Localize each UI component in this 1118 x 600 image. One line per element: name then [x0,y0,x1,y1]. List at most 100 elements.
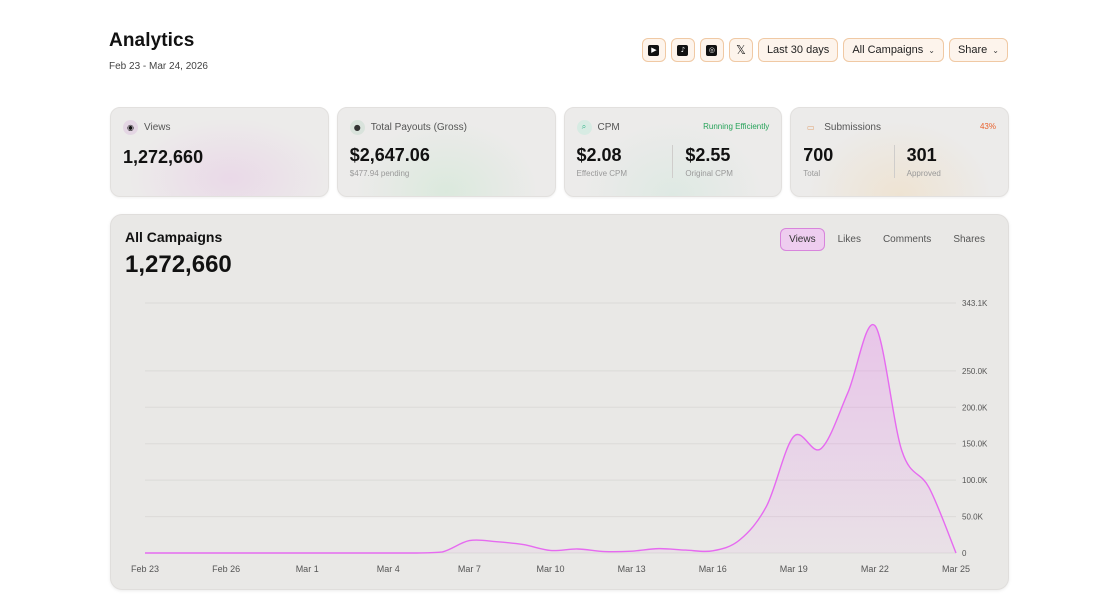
y-tick-label: 250.0K [962,367,988,376]
share-label: Share [957,44,988,56]
submissions-approved: 301 Approved [893,145,996,178]
share-button[interactable]: Share ⌄ [948,38,1008,62]
cpm-label: CPM [597,121,620,133]
instagram-filter-button[interactable]: ◎ [699,38,724,62]
video-icon: ▭ [806,122,815,132]
data-point [439,549,445,555]
data-point [223,550,229,556]
campaign-chart-panel: 0 50.0K 100.0K 150.0K 200.0K 250.0K 343.1K Feb … [110,214,1009,590]
views-card: ◉ Views 1,272,660 [110,107,329,197]
tiktok-filter-button[interactable]: ♪ [670,38,695,62]
youtube-icon: ▶ [648,44,660,56]
data-point [277,550,283,556]
toolbar: ▶ ♪ ◎ 𝕏 Last 30 days All Campaigns ⌄ Sha… [641,38,1008,62]
tab-shares[interactable]: Shares [953,234,985,245]
data-point [764,503,770,509]
x-tick-label: Feb 23 [131,564,159,574]
data-point [575,546,581,552]
data-point [710,548,716,554]
metric-tabs: Views Likes Comments Shares [780,228,994,251]
x-tick-label: Mar 1 [296,564,319,574]
data-point [304,550,310,556]
money-bag-icon: ● [349,119,365,135]
data-point [899,448,905,454]
tab-likes[interactable]: Likes [837,234,861,245]
submissions-total-value: 700 [803,145,834,165]
submissions-approved-value: 301 [906,145,937,165]
data-point [629,548,635,554]
original-cpm: $2.55 Original CPM [672,145,769,178]
page-header: Analytics Feb 23 - Mar 24, 2026 [109,30,208,72]
data-point [196,550,202,556]
x-tick-label: Mar 10 [536,564,564,574]
data-point [845,390,851,396]
payouts-pending: $477.94 pending [349,169,410,178]
x-tick-label: Mar 22 [861,564,889,574]
data-point [142,550,148,556]
y-tick-label: 200.0K [962,403,988,412]
y-tick-label: 0 [962,549,967,558]
eye-icon: ◉ [123,119,138,135]
data-point [602,549,608,555]
data-point [412,550,418,556]
chevron-down-icon: ⌄ [992,45,999,55]
data-point [953,550,959,556]
effective-cpm-value: $2.08 [576,145,622,165]
data-point [331,550,337,556]
tab-comments[interactable]: Comments [882,234,932,245]
data-point [358,550,364,556]
status-badge: Running Efficiently [703,122,770,131]
stat-cards: ◉ Views 1,272,660 ● Total Payouts (Gross… [110,107,1009,197]
payouts-value: $2,647.06 [349,145,430,165]
instagram-icon: ◎ [706,44,718,56]
x-tick-label: Mar 19 [780,564,808,574]
data-point [683,547,689,553]
payouts-label: Total Payouts (Gross) [370,121,467,133]
data-point [548,547,554,553]
y-tick-label: 343.1K [962,299,988,308]
x-tick-label: Feb 26 [212,564,240,574]
submissions-approved-label: Approved [906,169,941,178]
submissions-card: ▭ Submissions 43% 700 Total 301 Approved [790,107,1009,197]
y-tick-label: 150.0K [962,440,988,449]
data-point [466,538,472,544]
page-title: Analytics [109,30,195,51]
views-line [144,323,957,554]
views-label: Views [144,121,171,133]
approval-rate-badge: 43% [979,122,996,131]
panel-title: All Campaigns [125,229,223,245]
data-point [656,546,662,552]
youtube-filter-button[interactable]: ▶ [641,38,666,62]
campaign-select[interactable]: All Campaigns ⌄ [843,38,944,62]
date-range: Feb 23 - Mar 24, 2026 [109,61,208,72]
data-point [818,446,824,452]
submissions-label: Submissions [824,121,881,133]
data-point [520,542,526,548]
period-button[interactable]: Last 30 days [757,38,839,62]
effective-cpm-label: Effective CPM [576,169,628,178]
x-icon: 𝕏 [736,43,746,57]
x-tick-label: Mar 13 [618,564,646,574]
data-point [926,484,932,490]
original-cpm-label: Original CPM [685,169,733,178]
cpm-card: ⌕ CPM Running Efficiently $2.08 Effectiv… [563,107,783,197]
data-point [250,550,256,556]
x-tick-label: Mar 4 [377,564,400,574]
tab-views[interactable]: Views [780,228,825,251]
y-tick-label: 50.0K [962,513,984,522]
campaign-label: All Campaigns [852,44,924,56]
data-point [385,550,391,556]
y-tick-label: 100.0K [962,476,988,485]
chevron-down-icon: ⌄ [928,45,935,55]
data-point [737,537,743,543]
x-tick-label: Mar 16 [699,564,727,574]
x-filter-button[interactable]: 𝕏 [728,38,753,62]
effective-cpm: $2.08 Effective CPM [577,145,673,178]
submissions-total-label: Total [803,169,821,178]
period-label: Last 30 days [766,44,830,56]
x-tick-label: Mar 7 [458,564,481,574]
tiktok-icon: ♪ [677,44,689,56]
data-point [791,433,797,439]
panel-total: 1,272,660 [125,251,232,278]
x-tick-label: Mar 25 [942,564,970,574]
